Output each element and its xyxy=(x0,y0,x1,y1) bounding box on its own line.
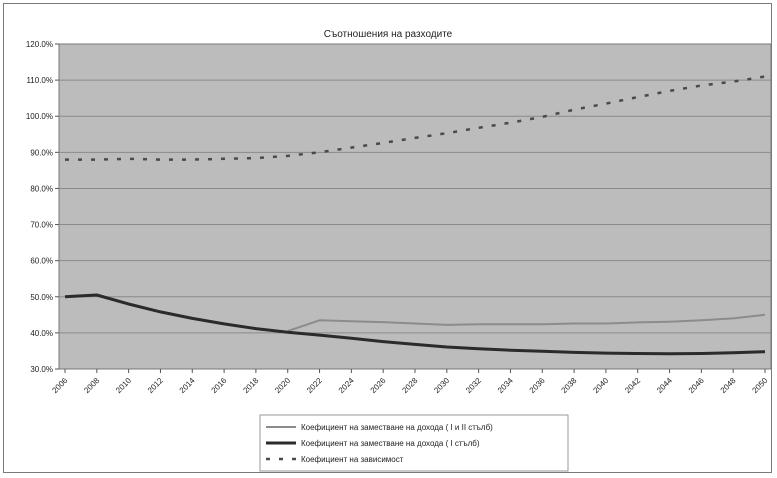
x-tick-label: 2046 xyxy=(687,376,706,395)
chart-title: Съотношения на разходите xyxy=(324,29,453,40)
x-tick-label: 2044 xyxy=(655,376,674,395)
y-axis-ticks: 30.0% 40.0% 50.0% 60.0% 70.0% 80.0% 90.0% 100.0… xyxy=(26,40,59,374)
x-tick-label: 2024 xyxy=(337,376,356,395)
x-tick-label: 2038 xyxy=(560,376,579,395)
x-tick-label: 2012 xyxy=(146,376,165,395)
y-tick-label: 30.0% xyxy=(30,365,53,374)
x-tick-label: 2026 xyxy=(369,376,388,395)
x-tick-label: 2014 xyxy=(178,376,197,395)
x-tick-label: 2020 xyxy=(273,376,292,395)
legend-label-2: Коефициент на заместване на дохода ( I с… xyxy=(301,439,480,448)
x-axis-ticks: 2006 2008 2010 2012 2014 2016 2018 2020 2022 2024… xyxy=(50,369,770,395)
x-tick-label: 2018 xyxy=(241,376,260,395)
x-tick-label: 2032 xyxy=(464,376,483,395)
x-tick-label: 2034 xyxy=(496,376,515,395)
grid-lines xyxy=(59,79,771,334)
y-tick-label: 110.0% xyxy=(26,76,53,85)
legend: Коефициент на заместване на дохода ( I и… xyxy=(266,423,493,464)
x-tick-label: 2010 xyxy=(114,376,133,395)
x-tick-label: 2006 xyxy=(50,376,69,395)
x-tick-label: 2022 xyxy=(305,376,324,395)
x-tick-label: 2016 xyxy=(210,376,229,395)
y-tick-label: 90.0% xyxy=(30,148,53,157)
chart-svg: Съотношения на разходите 30.0% 40.0% 50.0%… xyxy=(26,29,772,472)
x-tick-label: 2042 xyxy=(623,376,642,395)
legend-label-1: Коефициент на заместване на дохода ( I и… xyxy=(301,423,493,432)
y-tick-label: 100.0% xyxy=(26,112,53,121)
x-tick-label: 2050 xyxy=(750,376,769,395)
series-line-1 xyxy=(287,313,766,333)
series-line-3 xyxy=(65,75,766,161)
y-tick-label: 120.0% xyxy=(26,40,53,49)
y-tick-label: 80.0% xyxy=(30,184,53,193)
y-tick-label: 60.0% xyxy=(30,257,53,266)
y-tick-label: 70.0% xyxy=(30,221,53,230)
x-tick-label: 2008 xyxy=(82,376,101,395)
x-tick-label: 2040 xyxy=(591,376,610,395)
x-tick-label: 2030 xyxy=(432,376,451,395)
x-tick-label: 2036 xyxy=(528,376,547,395)
chart-frame: Съотношения на разходите 30.0% 40.0% 50.0%… xyxy=(3,3,772,473)
y-tick-label: 50.0% xyxy=(30,293,53,302)
x-tick-label: 2048 xyxy=(719,376,738,395)
legend-label-3: Коефициент на зависимост xyxy=(301,455,404,464)
legend-box xyxy=(259,414,569,472)
series-line-2 xyxy=(64,293,766,356)
series-lines xyxy=(64,75,766,356)
y-tick-label: 40.0% xyxy=(30,329,53,338)
x-tick-label: 2028 xyxy=(400,376,419,395)
plot-area xyxy=(58,43,772,370)
